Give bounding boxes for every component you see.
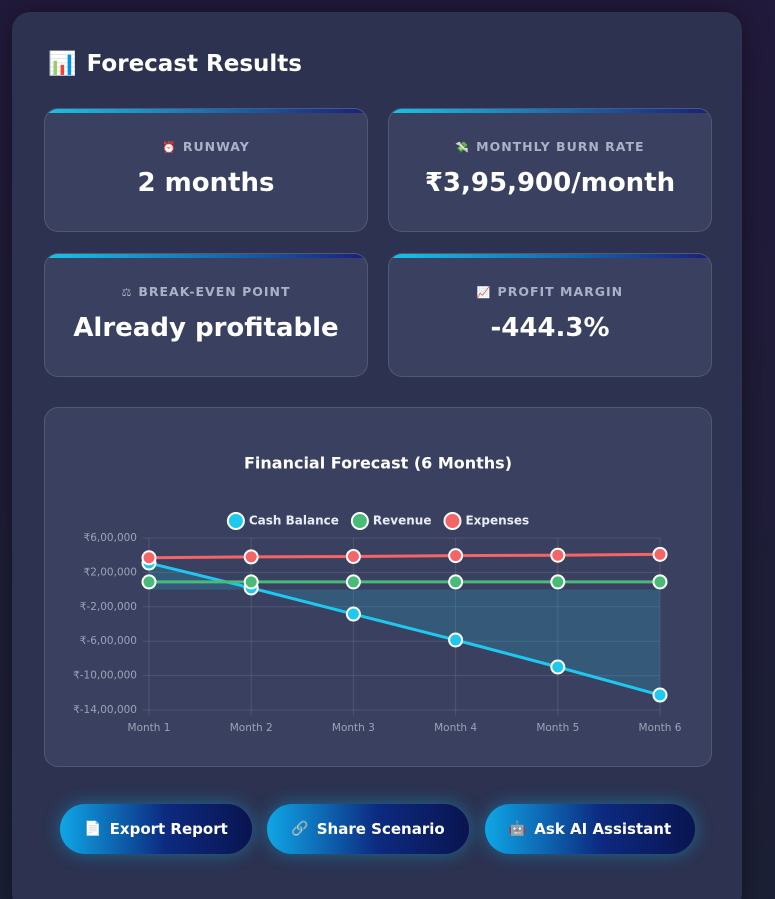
stat-icon: ⏰ [162, 141, 177, 154]
legend-label: Cash Balance [249, 514, 339, 528]
data-point [652, 574, 668, 590]
data-point [448, 632, 464, 648]
assistant-button[interactable]: 🤖 Ask AI Assistant [485, 804, 695, 854]
title-text: Forecast Results [86, 51, 302, 77]
y-tick-label: ₹-2,00,000 [80, 601, 137, 613]
legend-swatch [350, 512, 369, 530]
title-icon: 📊 [48, 51, 77, 77]
area-fill [149, 563, 660, 696]
stat-value: -444.3% [490, 313, 610, 343]
x-tick-label: Month 6 [639, 722, 682, 734]
y-tick-label: ₹-10,00,000 [73, 670, 137, 682]
series-line [148, 561, 661, 697]
stat-value: Already profitable [73, 313, 339, 343]
x-tick-label: Month 3 [332, 722, 375, 734]
data-point [141, 550, 157, 566]
stat-value: ₹3,95,900/month [424, 168, 676, 198]
legend-label: Revenue [373, 514, 432, 528]
stat-label: RUNWAY [182, 139, 250, 154]
data-point [345, 574, 361, 590]
data-point [448, 574, 464, 590]
data-point [243, 574, 259, 590]
button-label: Share Scenario [316, 820, 445, 838]
chart-panel: Financial Forecast (6 Months) ₹6,00,000 ₹… [44, 407, 712, 767]
stat-icon: ⚖ [121, 286, 133, 299]
stat-label: MONTHLY BURN RATE [476, 139, 645, 154]
stat-value: 2 months [137, 168, 275, 198]
button-icon: 📄 [84, 821, 102, 837]
data-point [550, 547, 566, 563]
chart: Financial Forecast (6 Months) ₹6,00,000 ₹… [73, 454, 682, 735]
x-tick-label: Month 2 [230, 722, 273, 734]
stat-icon: 📈 [476, 286, 492, 299]
button-icon: 🔗 [291, 821, 309, 837]
legend-swatch [226, 512, 245, 530]
stat-label: PROFIT MARGIN [497, 284, 624, 299]
share-button[interactable]: 🔗 Share Scenario [267, 804, 469, 854]
data-point [141, 574, 157, 590]
export-button[interactable]: 📄 Export Report [60, 804, 252, 854]
y-tick-label: ₹2,00,000 [84, 566, 137, 578]
x-tick-label: Month 5 [536, 722, 579, 734]
section-title: 📊 Forecast Results [48, 50, 302, 77]
data-point [448, 548, 464, 564]
button-icon: 🤖 [508, 821, 527, 837]
stat-card: ⏰ RUNWAY 2 months [44, 108, 368, 232]
stat-card: 📈 PROFIT MARGIN -444.3% [388, 253, 712, 377]
x-tick-label: Month 4 [434, 722, 477, 734]
data-point [345, 606, 361, 622]
data-point [652, 546, 668, 562]
legend: Cash Balance Revenue Expenses [226, 512, 529, 530]
stat-label: BREAK-EVEN POINT [138, 284, 291, 299]
stat-icon: 💸 [455, 141, 471, 154]
legend-swatch [443, 512, 462, 530]
data-point [652, 687, 668, 703]
button-label: Ask AI Assistant [534, 820, 672, 838]
series-line [148, 552, 661, 560]
x-tick-label: Month 1 [128, 722, 171, 734]
stat-card: 💸 MONTHLY BURN RATE ₹3,95,900/month [388, 108, 712, 232]
y-tick-label: ₹-6,00,000 [80, 635, 137, 647]
data-point [345, 548, 361, 564]
data-point [243, 549, 259, 565]
chart-title: Financial Forecast (6 Months) [244, 454, 512, 473]
stat-card: ⚖ BREAK-EVEN POINT Already profitable [44, 253, 368, 377]
y-tick-label: ₹6,00,000 [84, 532, 137, 544]
legend-label: Expenses [465, 514, 529, 528]
data-point [550, 659, 566, 675]
button-label: Export Report [109, 820, 228, 838]
y-tick-label: ₹-14,00,000 [73, 704, 137, 716]
data-point [550, 574, 566, 590]
